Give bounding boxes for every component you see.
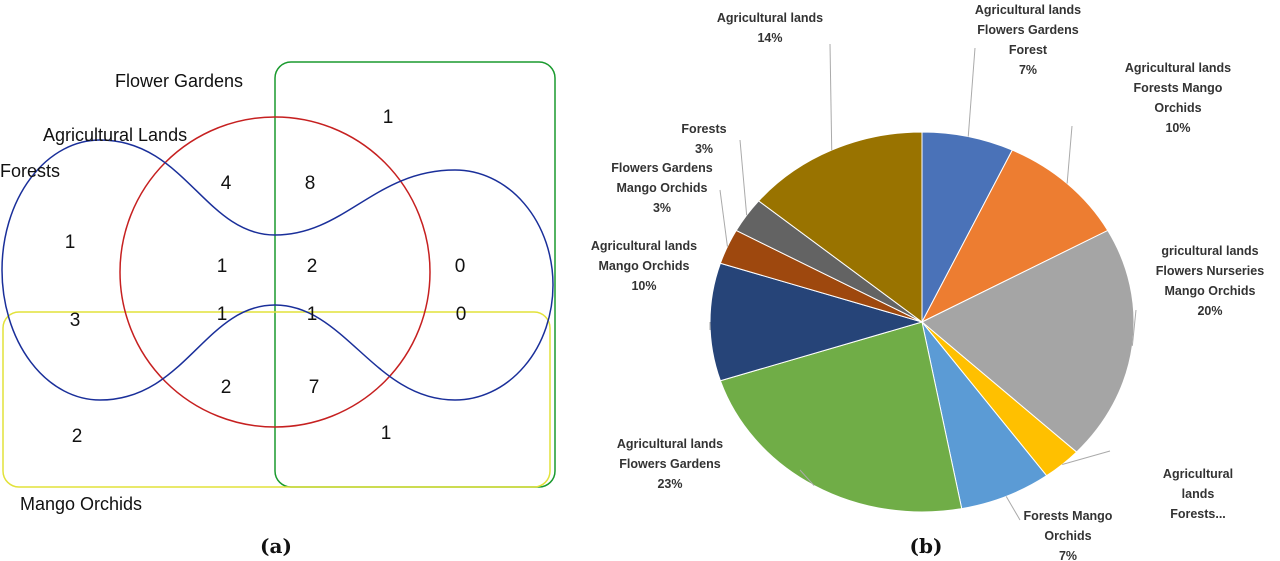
pie-label-line: Flowers Gardens [619, 457, 720, 471]
pie-slice-label: Agricultural lands Forests... [1163, 467, 1233, 521]
venn-label-mango-orchids: Mango Orchids [20, 494, 142, 514]
pie-label-line: Orchids [1154, 101, 1201, 115]
pie-label-line: Agricultural [1163, 467, 1233, 481]
venn-region-value: 2 [307, 256, 318, 277]
venn-region-value: 1 [65, 232, 76, 253]
pie-label-line: 14% [757, 31, 782, 45]
venn-region-value: 0 [456, 304, 467, 325]
pie-label-line: Forests [681, 122, 726, 136]
venn-region-value: 1 [381, 423, 392, 444]
pie-leader-line [1005, 496, 1021, 521]
pie-label-line: lands [1182, 487, 1215, 501]
pie-label-line: Orchids [1044, 529, 1091, 543]
pie-leader-line [1062, 450, 1111, 466]
pie-label-line: Mango Orchids [1165, 284, 1256, 298]
pie-label-line: Mango Orchids [599, 259, 690, 273]
venn-label-forests: Forests [0, 161, 60, 181]
venn-caption: (a) [260, 534, 292, 558]
pie-slice-label: gricultural lands Flowers Nurseries Mango … [1156, 244, 1264, 318]
pie-slice-label: Agricultural lands Flowers Gardens 23% [617, 437, 723, 491]
pie-label-line: gricultural lands [1161, 244, 1258, 258]
pie-labels: Agricultural lands Flowers Gardens Forest 7… [591, 3, 1264, 561]
pie-leader-line [739, 139, 748, 216]
venn-diagram: Flower Gardens Agricultural Lands Forest… [0, 61, 556, 558]
pie-caption: (b) [910, 534, 943, 558]
pie-label-line: Forests... [1170, 507, 1226, 521]
venn-region-value: 0 [455, 256, 466, 277]
venn-region-value: 2 [72, 426, 83, 447]
pie-slice [719, 321, 963, 513]
venn-region-value: 1 [217, 256, 228, 277]
pie-label-line: Flowers Gardens [977, 23, 1078, 37]
venn-region-value: 4 [221, 173, 232, 194]
venn-region-value: 1 [217, 304, 228, 325]
pie-label-line: Flowers Gardens [611, 161, 712, 175]
pie-label-line: 23% [657, 477, 682, 491]
pie-label-line: Agricultural lands [1125, 61, 1231, 75]
pie-slice-label: Forests 3% [681, 122, 726, 156]
pie-label-line: 20% [1197, 304, 1222, 318]
pie-label-line: Forest [1009, 43, 1048, 57]
pie-leader-line [829, 43, 833, 151]
pie-slice-label: Forests Mango Orchids 7% [1024, 509, 1113, 561]
pie-slice [920, 149, 1109, 324]
venn-set-mango-orchids [2, 311, 551, 488]
venn-region-value: 7 [309, 377, 320, 398]
pie-leader-line [719, 189, 728, 247]
pie-label-line: Forests Mango [1134, 81, 1223, 95]
venn-region-value: 2 [221, 377, 232, 398]
pie-leader-line [799, 469, 815, 486]
pie-label-line: 7% [1019, 63, 1037, 77]
pie-label-line: 7% [1059, 549, 1077, 561]
pie-label-line: 3% [653, 201, 671, 215]
pie-slice-label: Agricultural lands 14% [717, 11, 823, 45]
pie-label-line: Flowers Nurseries [1156, 264, 1264, 278]
pie-label-line: Agricultural lands [617, 437, 723, 451]
pie-label-line: 10% [631, 279, 656, 293]
pie-label-line: Agricultural lands [975, 3, 1081, 17]
pie-label-line: Mango Orchids [617, 181, 708, 195]
pie-leader-line [1131, 309, 1137, 346]
venn-region-value: 1 [307, 304, 318, 325]
pie-slice [921, 229, 1135, 453]
pie-label-line: Agricultural lands [591, 239, 697, 253]
venn-region-value: 3 [70, 310, 81, 331]
pie-slice-label: Agricultural lands Mango Orchids 10% [591, 239, 697, 293]
venn-region-value: 1 [383, 107, 394, 128]
pie-chart [709, 131, 1135, 513]
venn-set-forests [1, 139, 554, 401]
pie-slice-label: Flowers Gardens Mango Orchids 3% [611, 161, 712, 215]
pie-label-line: 3% [695, 142, 713, 156]
pie-leader-line [967, 47, 976, 137]
pie-slice-label: Agricultural lands Flowers Gardens Forest 7… [975, 3, 1081, 77]
venn-region-value: 8 [305, 173, 316, 194]
pie-leader-line [1066, 125, 1073, 184]
venn-label-flower-gardens: Flower Gardens [115, 71, 243, 91]
venn-label-agricultural-lands: Agricultural Lands [43, 125, 187, 145]
pie-label-line: Agricultural lands [717, 11, 823, 25]
pie-label-line: 10% [1165, 121, 1190, 135]
pie-slice-label: Agricultural lands Forests Mango Orchids 10… [1125, 61, 1231, 135]
venn-set-agricultural-lands [119, 116, 431, 428]
pie-label-line: Forests Mango [1024, 509, 1113, 523]
